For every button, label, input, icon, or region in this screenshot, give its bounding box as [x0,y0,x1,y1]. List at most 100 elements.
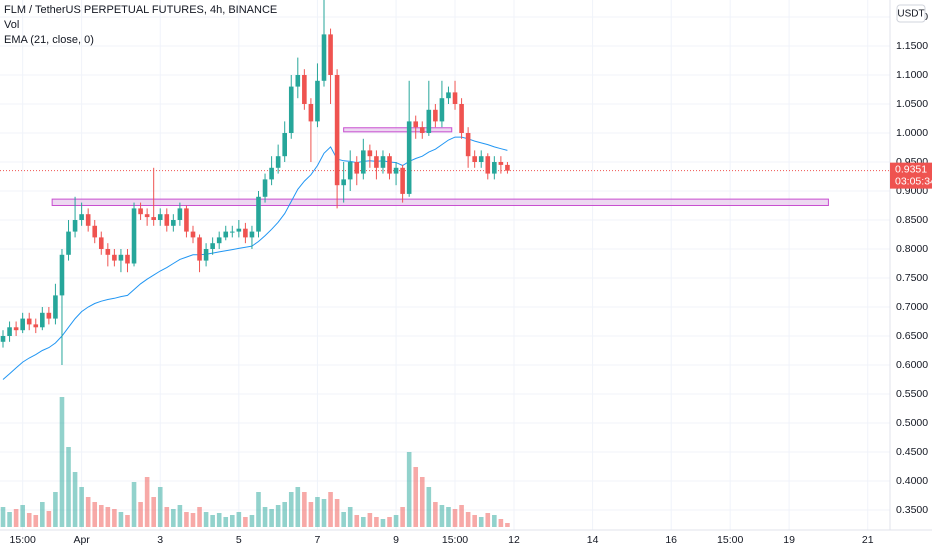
volume-bar [171,509,176,527]
candle-body [112,254,117,261]
candle-body [85,214,91,226]
level-zone [343,127,453,133]
volume-bar [334,499,340,527]
candle-body [400,167,405,194]
candle-body [229,231,235,233]
candle-body [439,98,445,122]
volume-bar [243,517,248,527]
x-tick-label: 21 [862,534,874,546]
currency[interactable]: USDT [897,9,924,20]
volume-bar [131,482,137,527]
ema-legend: EMA (21, close, 0) [4,34,94,46]
candle-body [472,156,477,162]
candle-body [282,132,288,157]
volume-bar [492,515,497,527]
volume-bar [413,467,419,527]
candle-body [125,254,130,264]
volume-bar [433,502,438,527]
x-tick-label: 19 [783,534,795,546]
chart-title: FLM / TetherUS PERPETUAL FUTURES, 4h, BI… [4,4,277,16]
volume-bar [275,505,281,527]
currency-box[interactable] [896,4,926,23]
candle-body [341,179,346,186]
candle-body [197,237,202,261]
candle-body [433,109,438,122]
plot [0,0,890,527]
volume-bar [7,512,12,527]
volume-bar [216,513,222,527]
y-tick-label: 0.7500 [896,272,928,284]
volume-bar [33,515,39,527]
volume-bar [354,515,360,527]
candle-body [40,312,45,328]
candle-body [92,225,98,238]
volume-bar [20,505,25,527]
volume-bar [308,502,314,527]
candle-body [79,214,84,220]
volume-bar [203,512,209,527]
candle-body [413,121,419,128]
volume-bar [72,472,78,527]
volume-bar [236,512,242,527]
candle-body [393,167,399,174]
candle-body [105,248,111,255]
volume-bar [426,487,432,527]
x-tick-label: 15:00 [10,534,36,546]
volume-bar [112,509,117,527]
y-tick-label: 1.1500 [896,40,928,52]
candle-body [478,156,484,162]
volume-bar [452,509,458,527]
candle-body [367,150,373,157]
candle-body [426,109,432,133]
volume-bar [46,511,52,527]
volume-bar [459,505,464,527]
candle-body [223,231,229,238]
last-price-label: 0.9351 [895,163,927,175]
candle-body [295,74,301,87]
volume-bar [393,515,399,527]
volume-bar [478,517,484,527]
volume-bar [197,507,202,527]
x-tick-label: 16 [665,534,677,546]
volume-bar [374,517,379,527]
volume-bar [66,447,71,527]
candle-body [59,254,65,296]
volume-bar [118,512,124,527]
volume-bar [190,513,196,527]
y-tick-label: 0.8500 [896,214,928,226]
candle-body [131,208,137,264]
candle-body [269,167,274,180]
y-tick-label: 0.6500 [896,330,928,342]
volume-bar [40,502,45,527]
y-tick-label: 0.4500 [896,446,928,458]
volume-bar [485,513,491,527]
candle-body [308,103,314,122]
volume-bar [125,515,130,527]
candle-body [275,156,281,168]
y-tick-label: 0.4000 [896,475,928,487]
candle-body [157,214,163,220]
candle-body [144,214,150,218]
volume-legend: Vol [4,19,19,31]
y-tick-label: 0.5500 [896,388,928,400]
candle-body [485,156,491,174]
volume-bar [367,513,373,527]
volume-bar [282,502,288,527]
candle-body [328,34,333,75]
candle-body [419,127,425,133]
candle-body [13,327,19,331]
candle-body [249,231,255,238]
volume-bar [184,512,189,527]
volume-bar [302,492,307,527]
y-tick-label: 0.7000 [896,301,928,313]
volume-bar [138,502,143,527]
candle-body [53,295,58,319]
volume-bar [92,502,98,527]
volume-bar [98,505,104,527]
candle-body [492,161,497,174]
volume-bar [223,517,229,527]
level-zone [51,198,829,206]
candle-body [0,335,6,342]
candle-body [7,327,12,336]
